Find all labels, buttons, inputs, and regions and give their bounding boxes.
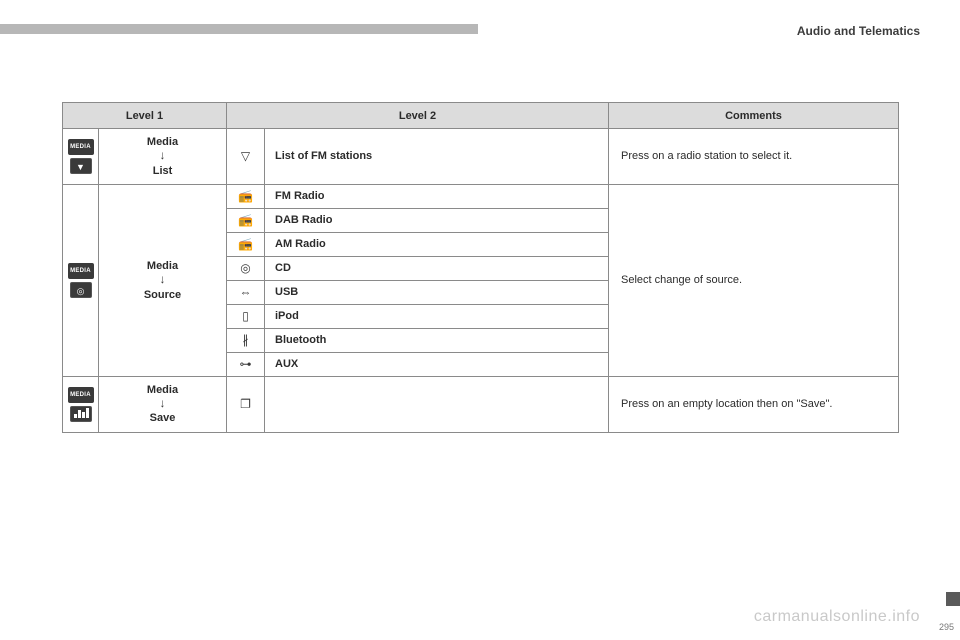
- src-icon-6: ∦: [227, 328, 265, 352]
- l1-label-bot: Save: [150, 412, 176, 424]
- src-icon-0: 📻: [227, 184, 265, 208]
- page-side-tab: [946, 592, 960, 606]
- l1-media-source: Media ↓ Source: [99, 184, 227, 376]
- l1-label-top: Media: [147, 260, 178, 272]
- list-icon: ▽: [227, 129, 265, 185]
- src-icon-2: 📻: [227, 232, 265, 256]
- arrow-down-icon: ↓: [160, 272, 166, 286]
- page-number: 295: [939, 622, 954, 632]
- src-icon-4: ⇔: [227, 280, 265, 304]
- l2-save-label: [265, 376, 609, 432]
- l1-media-list: Media ↓ List: [99, 129, 227, 185]
- src-label-4: USB: [265, 280, 609, 304]
- row-media-list: MEDIA ▼ Media ↓ List ▽ List of FM statio…: [63, 129, 899, 185]
- src-label-2: AM Radio: [265, 232, 609, 256]
- media-button[interactable]: MEDIA: [68, 263, 94, 279]
- l1-media-save: Media ↓ Save: [99, 376, 227, 432]
- top-grey-bar: [0, 24, 478, 34]
- table-header-row: Level 1 Level 2 Comments: [63, 103, 899, 129]
- src-icon-3: ◎: [227, 256, 265, 280]
- col-level2: Level 2: [227, 103, 609, 129]
- l1-label-top: Media: [147, 136, 178, 148]
- btn-cell-source: MEDIA ◎: [63, 184, 99, 376]
- src-label-6: Bluetooth: [265, 328, 609, 352]
- row-media-save: MEDIA Media ↓ Save ❐ Press on an empty l…: [63, 376, 899, 432]
- arrow-down-icon: ↓: [160, 396, 166, 410]
- source-button-icon[interactable]: ◎: [70, 282, 92, 298]
- watermark: carmanualsonline.info: [754, 608, 920, 626]
- preset-button-icon[interactable]: [70, 406, 92, 422]
- btn-cell-list: MEDIA ▼: [63, 129, 99, 185]
- src-label-0: FM Radio: [265, 184, 609, 208]
- arrow-down-icon: ↓: [160, 148, 166, 162]
- l1-label-top: Media: [147, 384, 178, 396]
- src-icon-5: ▯: [227, 304, 265, 328]
- save-icon: ❐: [227, 376, 265, 432]
- l2-list-label: List of FM stations: [265, 129, 609, 185]
- l1-label-bot: Source: [144, 289, 181, 301]
- comment-source: Select change of source.: [609, 184, 899, 376]
- down-button-icon[interactable]: ▼: [70, 158, 92, 174]
- comment-save: Press on an empty location then on "Save…: [609, 376, 899, 432]
- src-label-5: iPod: [265, 304, 609, 328]
- col-level1: Level 1: [63, 103, 227, 129]
- menu-table: Level 1 Level 2 Comments MEDIA ▼ Media ↓…: [62, 102, 898, 433]
- src-icon-7: ⊶: [227, 352, 265, 376]
- src-label-7: AUX: [265, 352, 609, 376]
- src-label-1: DAB Radio: [265, 208, 609, 232]
- preset-icon: [74, 408, 88, 418]
- media-button[interactable]: MEDIA: [68, 139, 94, 155]
- media-button[interactable]: MEDIA: [68, 387, 94, 403]
- col-comments: Comments: [609, 103, 899, 129]
- l1-label-bot: List: [153, 165, 173, 177]
- btn-cell-save: MEDIA: [63, 376, 99, 432]
- section-title: Audio and Telematics: [797, 24, 920, 38]
- src-icon-1: 📻: [227, 208, 265, 232]
- row-source-0: MEDIA ◎ Media ↓ Source 📻 FM Radio Select…: [63, 184, 899, 208]
- comment-list: Press on a radio station to select it.: [609, 129, 899, 185]
- src-label-3: CD: [265, 256, 609, 280]
